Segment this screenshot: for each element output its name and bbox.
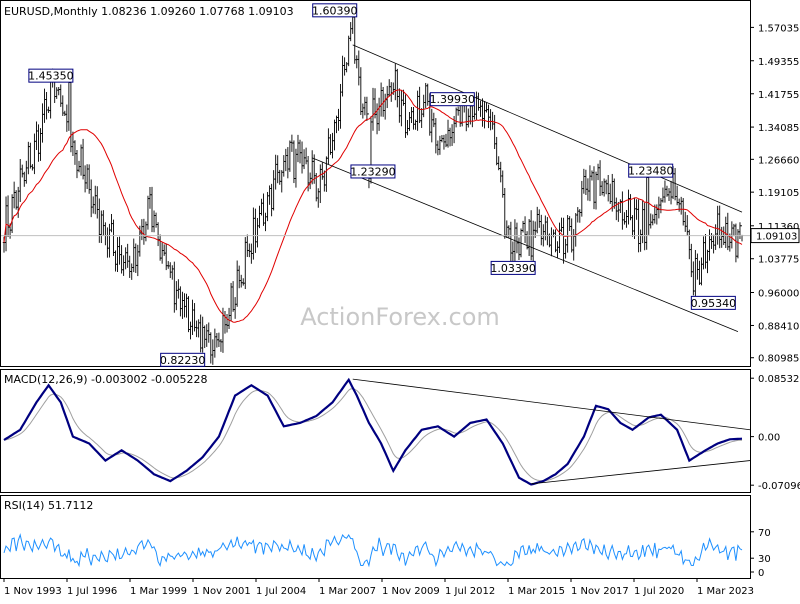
price-label: 0.82230 [160,352,206,367]
price-label-text: 1.03390 [490,262,536,275]
price-axis-label: 1.19105 [758,188,799,199]
price-axis-label: 1.41755 [758,90,799,101]
macd-upper-trendline [352,378,751,431]
channel-upper-line [352,44,743,213]
rsi-line [3,533,743,568]
rsi-axis-label: 70 [758,528,771,539]
symbol-header: EURUSD,Monthly 1.08236 1.09260 1.07768 1… [4,5,294,18]
price-axis-label: 1.26660 [758,155,799,166]
price-label: 1.60390 [312,3,358,18]
price-label-box [490,260,536,275]
price-label-text: 1.23480 [628,165,674,178]
price-label-text: 1.60390 [312,4,358,17]
macd-axis-label: 0.00 [758,433,780,444]
time-axis-label: 1 Mar 2007 [319,586,376,597]
price-axis-label: 1.11360 [758,222,799,233]
rsi-header: RSI(14) 51.7112 [4,499,93,512]
price-label-box [628,163,674,178]
time-axis-label: 1 Mar 1999 [130,586,187,597]
time-axis-label: 1 Jul 2004 [256,586,306,597]
watermark: ActionForex.com [300,303,500,331]
price-label-text: 0.95340 [691,297,737,310]
price-label-text: 1.39930 [430,93,476,106]
time-axis-label: 1 Mar 2023 [697,586,754,597]
macd-layer [3,377,751,486]
price-label-box [429,92,475,107]
price-label-text: 0.82230 [160,354,206,367]
price-label: 1.39930 [429,92,476,107]
price-label-box [350,164,396,179]
price-label: 1.23480 [628,163,674,178]
price-label-box [690,295,736,310]
channel-lower-line [312,157,739,332]
time-axis-label: 1 Nov 2001 [193,586,251,597]
macd-header: MACD(12,26,9) -0.003002 -0.005228 [4,373,207,386]
price-axis-label: 1.49355 [758,57,799,68]
price-label-box [312,3,358,18]
time-axis-label: 1 Jul 2020 [634,586,684,597]
price-label: 1.03390 [490,260,536,275]
price-axis-label: 1.03775 [758,255,799,266]
time-axis-label: 1 Nov 1993 [4,586,62,597]
macd-panel[interactable] [0,369,751,493]
price-axis-label: 1.57035 [758,23,799,34]
price-label-box [160,352,206,367]
rsi-panel[interactable] [0,495,751,579]
axis-layer: 1.57035 1.49355 1.41755 1.34085 1.26660 1.191… [3,23,800,597]
time-axis-label: 1 Jul 2012 [445,586,495,597]
price-label: 1.23290 [350,164,396,179]
macd-line [3,377,743,486]
macd-lower-trendline [531,460,751,485]
price-label: 1.45350 [28,68,74,83]
price-axis-label: 1.34085 [758,123,799,134]
rsi-layer [3,533,743,568]
time-axis-label: 1 Nov 2017 [571,586,629,597]
price-axis-label: 0.80985 [758,354,799,365]
time-axis-label: 1 Nov 2009 [382,586,440,597]
rsi-axis-label: 0 [758,568,764,579]
macd-axis-label: 0.085328 [758,374,800,385]
time-axis-label: 1 Mar 2015 [508,586,565,597]
rsi-axis-label: 30 [758,554,771,565]
last-price-label: 1.09103 [756,232,797,243]
price-label-text: 1.45350 [28,70,74,83]
last-price-box [750,228,800,244]
price-axis-label: 0.88410 [758,321,799,332]
moving-average-line [3,89,743,323]
price-layer: 1.45350 1.60390 0.82230 1.23290 1.39930 1.033… [1,3,750,367]
price-label-box [28,68,74,83]
time-axis-label: 1 Jul 1996 [67,586,117,597]
price-axis-label: 0.96000 [758,289,799,300]
price-label: 0.95340 [690,295,737,310]
price-label-text: 1.23290 [350,165,396,178]
